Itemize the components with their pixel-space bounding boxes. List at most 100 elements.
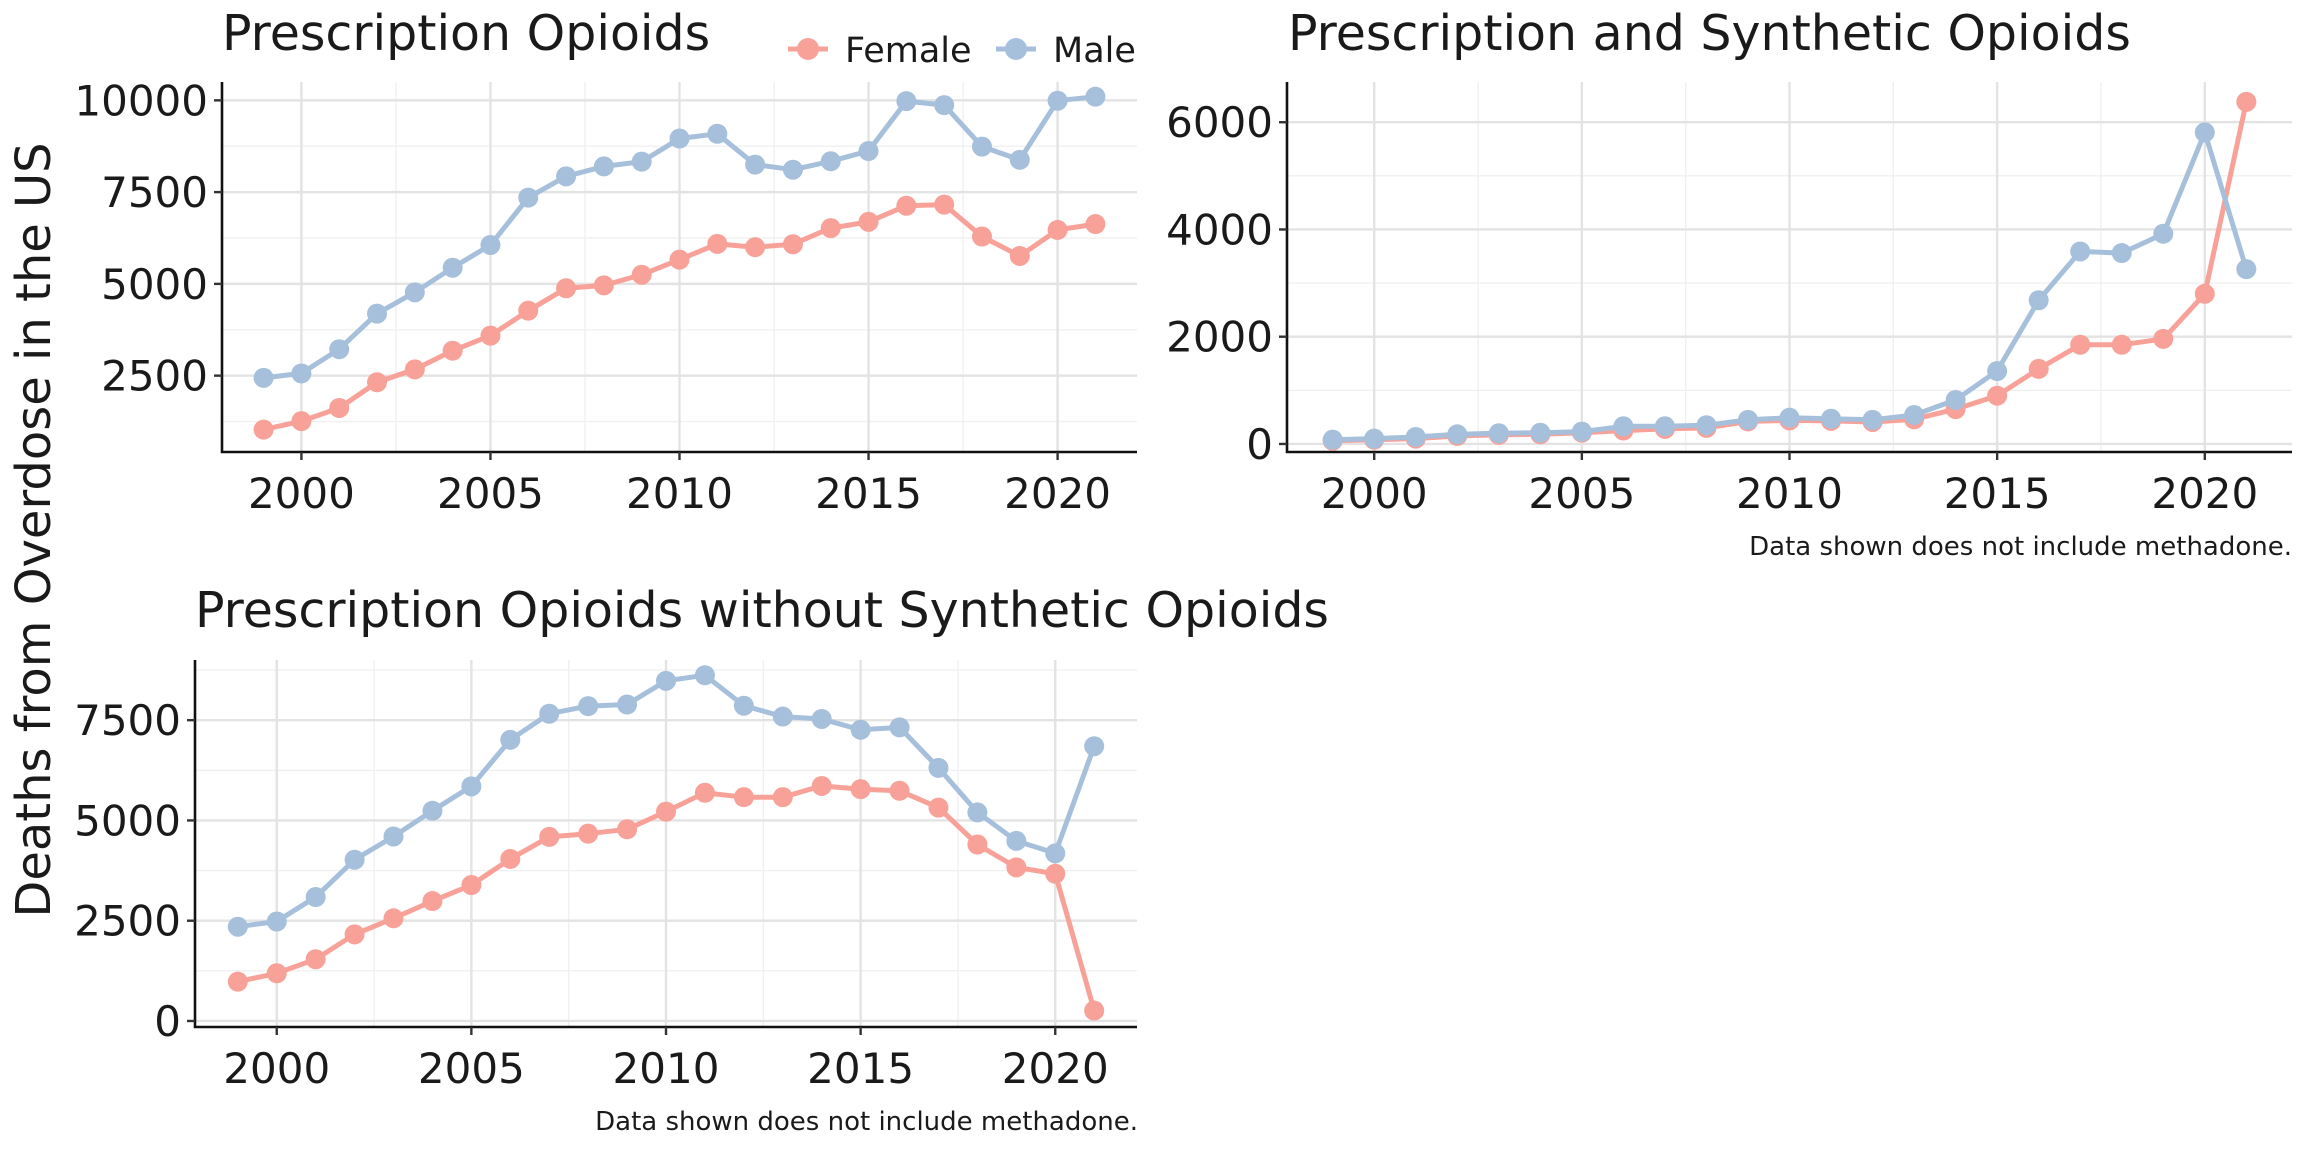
- panel-2-male-point: [1862, 409, 1883, 430]
- panel-1-male-point: [1085, 86, 1106, 107]
- panel-2-x-tick-label: 2010: [1736, 469, 1843, 518]
- panel-3-female-point: [539, 826, 560, 847]
- panel-1-male-point: [934, 95, 955, 116]
- panel-3-male-point: [617, 694, 638, 715]
- panel-2-y-tick-label: 6000: [1166, 98, 1273, 147]
- panel-1-male-point: [745, 154, 766, 175]
- panel-2-male-point: [1571, 421, 1592, 442]
- panel-2-male-point: [1987, 361, 2008, 382]
- panel-1-male-point: [971, 136, 992, 157]
- panel-3-male-point: [733, 695, 754, 716]
- legend-female-label: Female: [845, 31, 972, 71]
- panel-1-female-point: [556, 278, 577, 299]
- panel-2-female-point: [2028, 358, 2049, 379]
- panel-1-axes: [220, 82, 1137, 454]
- panel-2-male-point: [1364, 428, 1385, 449]
- panel-1-male-point: [631, 151, 652, 172]
- panel-3-female-point: [967, 834, 988, 855]
- y-axis-label: Deaths from Overdose in the US: [6, 142, 62, 917]
- panel-2-male-point: [2236, 259, 2257, 280]
- panel-1-male-point: [858, 141, 879, 162]
- panel-1-female-point: [820, 218, 841, 239]
- panel-3-male-point: [1084, 736, 1105, 757]
- panel-1-y-tick-label: 2500: [101, 352, 208, 401]
- panel-1-x-tick-label: 2020: [1004, 469, 1111, 518]
- panel-3-female-point: [422, 891, 443, 912]
- panel-1-male-point: [404, 282, 425, 303]
- panel-2-male-point: [2070, 241, 2091, 262]
- panel-1-female-point: [858, 211, 879, 232]
- panel-2-male-point: [1405, 426, 1426, 447]
- panel-2-male-point: [1904, 405, 1925, 425]
- panel-2-female-point: [2070, 334, 2091, 355]
- legend-item-male: Male: [996, 31, 1136, 71]
- panel-1-female-point: [669, 249, 690, 270]
- panel-3-female-point: [811, 775, 832, 796]
- panel-1-female-point: [442, 340, 463, 361]
- panel-3-male-point: [889, 717, 910, 738]
- panel-3-female-point: [461, 875, 482, 896]
- panel-1-male-point: [669, 128, 690, 149]
- panel-1-x-tick-label: 2010: [626, 469, 733, 518]
- panel-1-title: Prescription Opioids: [222, 5, 710, 62]
- panel-1-female-point: [329, 397, 350, 418]
- panel-1-male-point: [1047, 90, 1068, 111]
- panel-3-male-point: [227, 916, 248, 937]
- panel-1-female-point: [1085, 214, 1106, 235]
- panel-2-axes: [1285, 82, 2292, 454]
- panel-3-female-point: [1045, 863, 1066, 884]
- panel-1-x-tick-label: 2000: [248, 469, 355, 518]
- panel-prescription-without-synthetic: 2000 2005 2010 2015 2020 0 2500 5000 7500: [74, 660, 1137, 1093]
- panel-3-male-point: [850, 719, 871, 740]
- panel-3-female-point: [656, 801, 676, 822]
- legend: Female Male: [788, 31, 1136, 71]
- panel-1-female-point: [1047, 219, 1068, 240]
- panel-1-male-point: [367, 303, 388, 324]
- panel-3-caption: Data shown does not include methadone.: [595, 1107, 1138, 1137]
- panel-3-male-point: [1045, 843, 1066, 864]
- panel-2-female-point: [2153, 328, 2174, 349]
- panel-3-male-point: [1006, 830, 1027, 851]
- panel-2-y-tick-label: 4000: [1166, 205, 1273, 254]
- panel-1-female-point: [404, 359, 425, 380]
- panel-3-female-point: [305, 949, 326, 970]
- panel-3-female-point: [733, 787, 754, 808]
- panel-1-female-point: [367, 372, 388, 393]
- panel-prescription-and-synthetic-opioids: 2000 2005 2010 2015 2020 0 2000 4000 6000: [1166, 82, 2292, 518]
- panel-3-male-point: [461, 776, 482, 797]
- panel-2-x-tick-label: 2005: [1528, 469, 1635, 518]
- panel-2-female-point: [2111, 334, 2132, 355]
- panel-prescription-opioids: 2000 2005 2010 2015 2020 2500 5000 7500 10000: [74, 76, 1137, 518]
- panel-1-female-point: [782, 234, 803, 255]
- panel-2-male-point: [1821, 408, 1842, 429]
- panel-3-y-tick-label: 7500: [74, 696, 181, 745]
- panel-3-male-point: [344, 849, 365, 870]
- panel-3-female-point: [1084, 1000, 1105, 1021]
- panel-2-female-point: [2236, 91, 2257, 112]
- panel-1-male-point: [518, 187, 539, 208]
- panel-3-male-point: [383, 826, 404, 847]
- panel-3-male-point: [305, 887, 326, 908]
- panel-3-male-point: [772, 706, 793, 727]
- panel-3-title: Prescription Opioids without Synthetic O…: [195, 582, 1329, 639]
- panel-2-female-point: [2194, 283, 2215, 304]
- panel-2-male-point: [1779, 407, 1800, 428]
- panel-1-female-point: [518, 300, 539, 321]
- legend-female-marker: [797, 38, 819, 60]
- panel-3-axes: [193, 660, 1137, 1029]
- panel-1-male-point: [480, 234, 501, 255]
- panel-2-y-tick-label: 0: [1246, 420, 1273, 469]
- panel-1-male-point: [556, 166, 577, 187]
- panel-2-male-point: [1737, 409, 1758, 430]
- panel-1-male-point: [1009, 149, 1030, 170]
- panel-3-x-tick-label: 2015: [807, 1044, 914, 1093]
- panel-2-female-point: [1987, 385, 2008, 406]
- panel-1-male-point: [782, 159, 803, 180]
- panel-1-x-tick-label: 2005: [437, 469, 544, 518]
- panel-3-male-point: [928, 757, 949, 778]
- panel-2-title: Prescription and Synthetic Opioids: [1288, 5, 2131, 62]
- panel-1-female-point: [745, 237, 766, 258]
- panel-2-male-point: [2153, 223, 2174, 244]
